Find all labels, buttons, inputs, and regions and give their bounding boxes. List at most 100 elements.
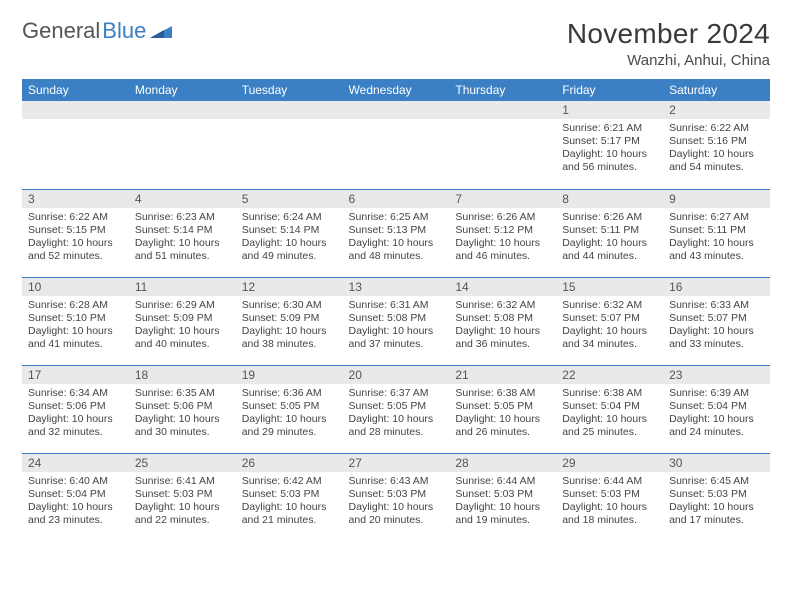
day-body: Sunrise: 6:31 AMSunset: 5:08 PMDaylight:… (343, 296, 450, 355)
calendar-day-cell (129, 101, 236, 189)
sunrise-text: Sunrise: 6:26 AM (562, 211, 657, 224)
day-body: Sunrise: 6:35 AMSunset: 5:06 PMDaylight:… (129, 384, 236, 443)
day-body: Sunrise: 6:22 AMSunset: 5:16 PMDaylight:… (663, 119, 770, 178)
calendar-day-cell (22, 101, 129, 189)
sunrise-text: Sunrise: 6:22 AM (28, 211, 123, 224)
calendar-week-row: 3Sunrise: 6:22 AMSunset: 5:15 PMDaylight… (22, 189, 770, 277)
sunrise-text: Sunrise: 6:26 AM (455, 211, 550, 224)
calendar-day-cell: 4Sunrise: 6:23 AMSunset: 5:14 PMDaylight… (129, 189, 236, 277)
day-number: 21 (449, 366, 556, 384)
calendar-day-cell: 11Sunrise: 6:29 AMSunset: 5:09 PMDayligh… (129, 277, 236, 365)
day-body: Sunrise: 6:40 AMSunset: 5:04 PMDaylight:… (22, 472, 129, 531)
daylight-text: Daylight: 10 hours and 23 minutes. (28, 501, 123, 527)
weekday-header: Sunday (22, 79, 129, 101)
weekday-header: Saturday (663, 79, 770, 101)
sunset-text: Sunset: 5:08 PM (349, 312, 444, 325)
day-body: Sunrise: 6:43 AMSunset: 5:03 PMDaylight:… (343, 472, 450, 531)
day-number: 30 (663, 454, 770, 472)
sunset-text: Sunset: 5:05 PM (242, 400, 337, 413)
weekday-header: Thursday (449, 79, 556, 101)
logo-triangle-icon (148, 18, 172, 44)
day-body: Sunrise: 6:37 AMSunset: 5:05 PMDaylight:… (343, 384, 450, 443)
sunrise-text: Sunrise: 6:36 AM (242, 387, 337, 400)
calendar-day-cell: 23Sunrise: 6:39 AMSunset: 5:04 PMDayligh… (663, 365, 770, 453)
day-number: 11 (129, 278, 236, 296)
sunrise-text: Sunrise: 6:25 AM (349, 211, 444, 224)
calendar-day-cell: 10Sunrise: 6:28 AMSunset: 5:10 PMDayligh… (22, 277, 129, 365)
sunrise-text: Sunrise: 6:37 AM (349, 387, 444, 400)
calendar-day-cell: 8Sunrise: 6:26 AMSunset: 5:11 PMDaylight… (556, 189, 663, 277)
calendar-day-cell: 16Sunrise: 6:33 AMSunset: 5:07 PMDayligh… (663, 277, 770, 365)
sunset-text: Sunset: 5:10 PM (28, 312, 123, 325)
daylight-text: Daylight: 10 hours and 44 minutes. (562, 237, 657, 263)
calendar-week-row: 10Sunrise: 6:28 AMSunset: 5:10 PMDayligh… (22, 277, 770, 365)
day-body: Sunrise: 6:36 AMSunset: 5:05 PMDaylight:… (236, 384, 343, 443)
day-number: 4 (129, 190, 236, 208)
day-number: 9 (663, 190, 770, 208)
day-number: 27 (343, 454, 450, 472)
calendar-week-row: 24Sunrise: 6:40 AMSunset: 5:04 PMDayligh… (22, 453, 770, 541)
calendar-day-cell: 17Sunrise: 6:34 AMSunset: 5:06 PMDayligh… (22, 365, 129, 453)
calendar-day-cell (449, 101, 556, 189)
sunrise-text: Sunrise: 6:22 AM (669, 122, 764, 135)
sunset-text: Sunset: 5:05 PM (455, 400, 550, 413)
day-number: 16 (663, 278, 770, 296)
day-body: Sunrise: 6:42 AMSunset: 5:03 PMDaylight:… (236, 472, 343, 531)
day-body: Sunrise: 6:28 AMSunset: 5:10 PMDaylight:… (22, 296, 129, 355)
day-number: 12 (236, 278, 343, 296)
sunset-text: Sunset: 5:06 PM (28, 400, 123, 413)
day-body: Sunrise: 6:38 AMSunset: 5:05 PMDaylight:… (449, 384, 556, 443)
day-body: Sunrise: 6:27 AMSunset: 5:11 PMDaylight:… (663, 208, 770, 267)
sunrise-text: Sunrise: 6:23 AM (135, 211, 230, 224)
calendar-day-cell: 7Sunrise: 6:26 AMSunset: 5:12 PMDaylight… (449, 189, 556, 277)
calendar-day-cell: 3Sunrise: 6:22 AMSunset: 5:15 PMDaylight… (22, 189, 129, 277)
sunrise-text: Sunrise: 6:38 AM (562, 387, 657, 400)
day-body: Sunrise: 6:22 AMSunset: 5:15 PMDaylight:… (22, 208, 129, 267)
day-number: 14 (449, 278, 556, 296)
daylight-text: Daylight: 10 hours and 46 minutes. (455, 237, 550, 263)
day-number (449, 101, 556, 119)
day-number: 24 (22, 454, 129, 472)
sunset-text: Sunset: 5:09 PM (135, 312, 230, 325)
calendar-day-cell: 9Sunrise: 6:27 AMSunset: 5:11 PMDaylight… (663, 189, 770, 277)
sunset-text: Sunset: 5:14 PM (135, 224, 230, 237)
daylight-text: Daylight: 10 hours and 41 minutes. (28, 325, 123, 351)
daylight-text: Daylight: 10 hours and 18 minutes. (562, 501, 657, 527)
weekday-header: Friday (556, 79, 663, 101)
sunset-text: Sunset: 5:07 PM (562, 312, 657, 325)
calendar-day-cell: 15 Sunrise: 6:32 AMSunset: 5:07 PMDayligh… (556, 277, 663, 365)
daylight-text: Daylight: 10 hours and 17 minutes. (669, 501, 764, 527)
day-body: Sunrise: 6:33 AMSunset: 5:07 PMDaylight:… (663, 296, 770, 355)
sunset-text: Sunset: 5:13 PM (349, 224, 444, 237)
day-body: Sunrise: 6:34 AMSunset: 5:06 PMDaylight:… (22, 384, 129, 443)
sunrise-text: Sunrise: 6:32 AM (562, 299, 657, 312)
calendar-day-cell: 6Sunrise: 6:25 AMSunset: 5:13 PMDaylight… (343, 189, 450, 277)
calendar-day-cell: 25Sunrise: 6:41 AMSunset: 5:03 PMDayligh… (129, 453, 236, 541)
month-title: November 2024 (567, 18, 770, 50)
calendar-day-cell: 13Sunrise: 6:31 AMSunset: 5:08 PMDayligh… (343, 277, 450, 365)
day-number: 19 (236, 366, 343, 384)
day-body: Sunrise: 6:39 AMSunset: 5:04 PMDaylight:… (663, 384, 770, 443)
calendar-day-cell: 5Sunrise: 6:24 AMSunset: 5:14 PMDaylight… (236, 189, 343, 277)
calendar-day-cell (343, 101, 450, 189)
sunset-text: Sunset: 5:03 PM (242, 488, 337, 501)
day-number: 1 (556, 101, 663, 119)
weekday-header: Wednesday (343, 79, 450, 101)
daylight-text: Daylight: 10 hours and 34 minutes. (562, 325, 657, 351)
sunset-text: Sunset: 5:08 PM (455, 312, 550, 325)
daylight-text: Daylight: 10 hours and 36 minutes. (455, 325, 550, 351)
daylight-text: Daylight: 10 hours and 24 minutes. (669, 413, 764, 439)
daylight-text: Daylight: 10 hours and 38 minutes. (242, 325, 337, 351)
day-body: Sunrise: 6:38 AMSunset: 5:04 PMDaylight:… (556, 384, 663, 443)
day-body: Sunrise: 6:30 AMSunset: 5:09 PMDaylight:… (236, 296, 343, 355)
daylight-text: Daylight: 10 hours and 32 minutes. (28, 413, 123, 439)
daylight-text: Daylight: 10 hours and 25 minutes. (562, 413, 657, 439)
logo-text-gray: General (22, 18, 100, 44)
sunrise-text: Sunrise: 6:35 AM (135, 387, 230, 400)
day-body: Sunrise: 6:41 AMSunset: 5:03 PMDaylight:… (129, 472, 236, 531)
day-number: 15 (556, 278, 663, 296)
day-number: 26 (236, 454, 343, 472)
day-number (22, 101, 129, 119)
daylight-text: Daylight: 10 hours and 22 minutes. (135, 501, 230, 527)
day-number: 5 (236, 190, 343, 208)
